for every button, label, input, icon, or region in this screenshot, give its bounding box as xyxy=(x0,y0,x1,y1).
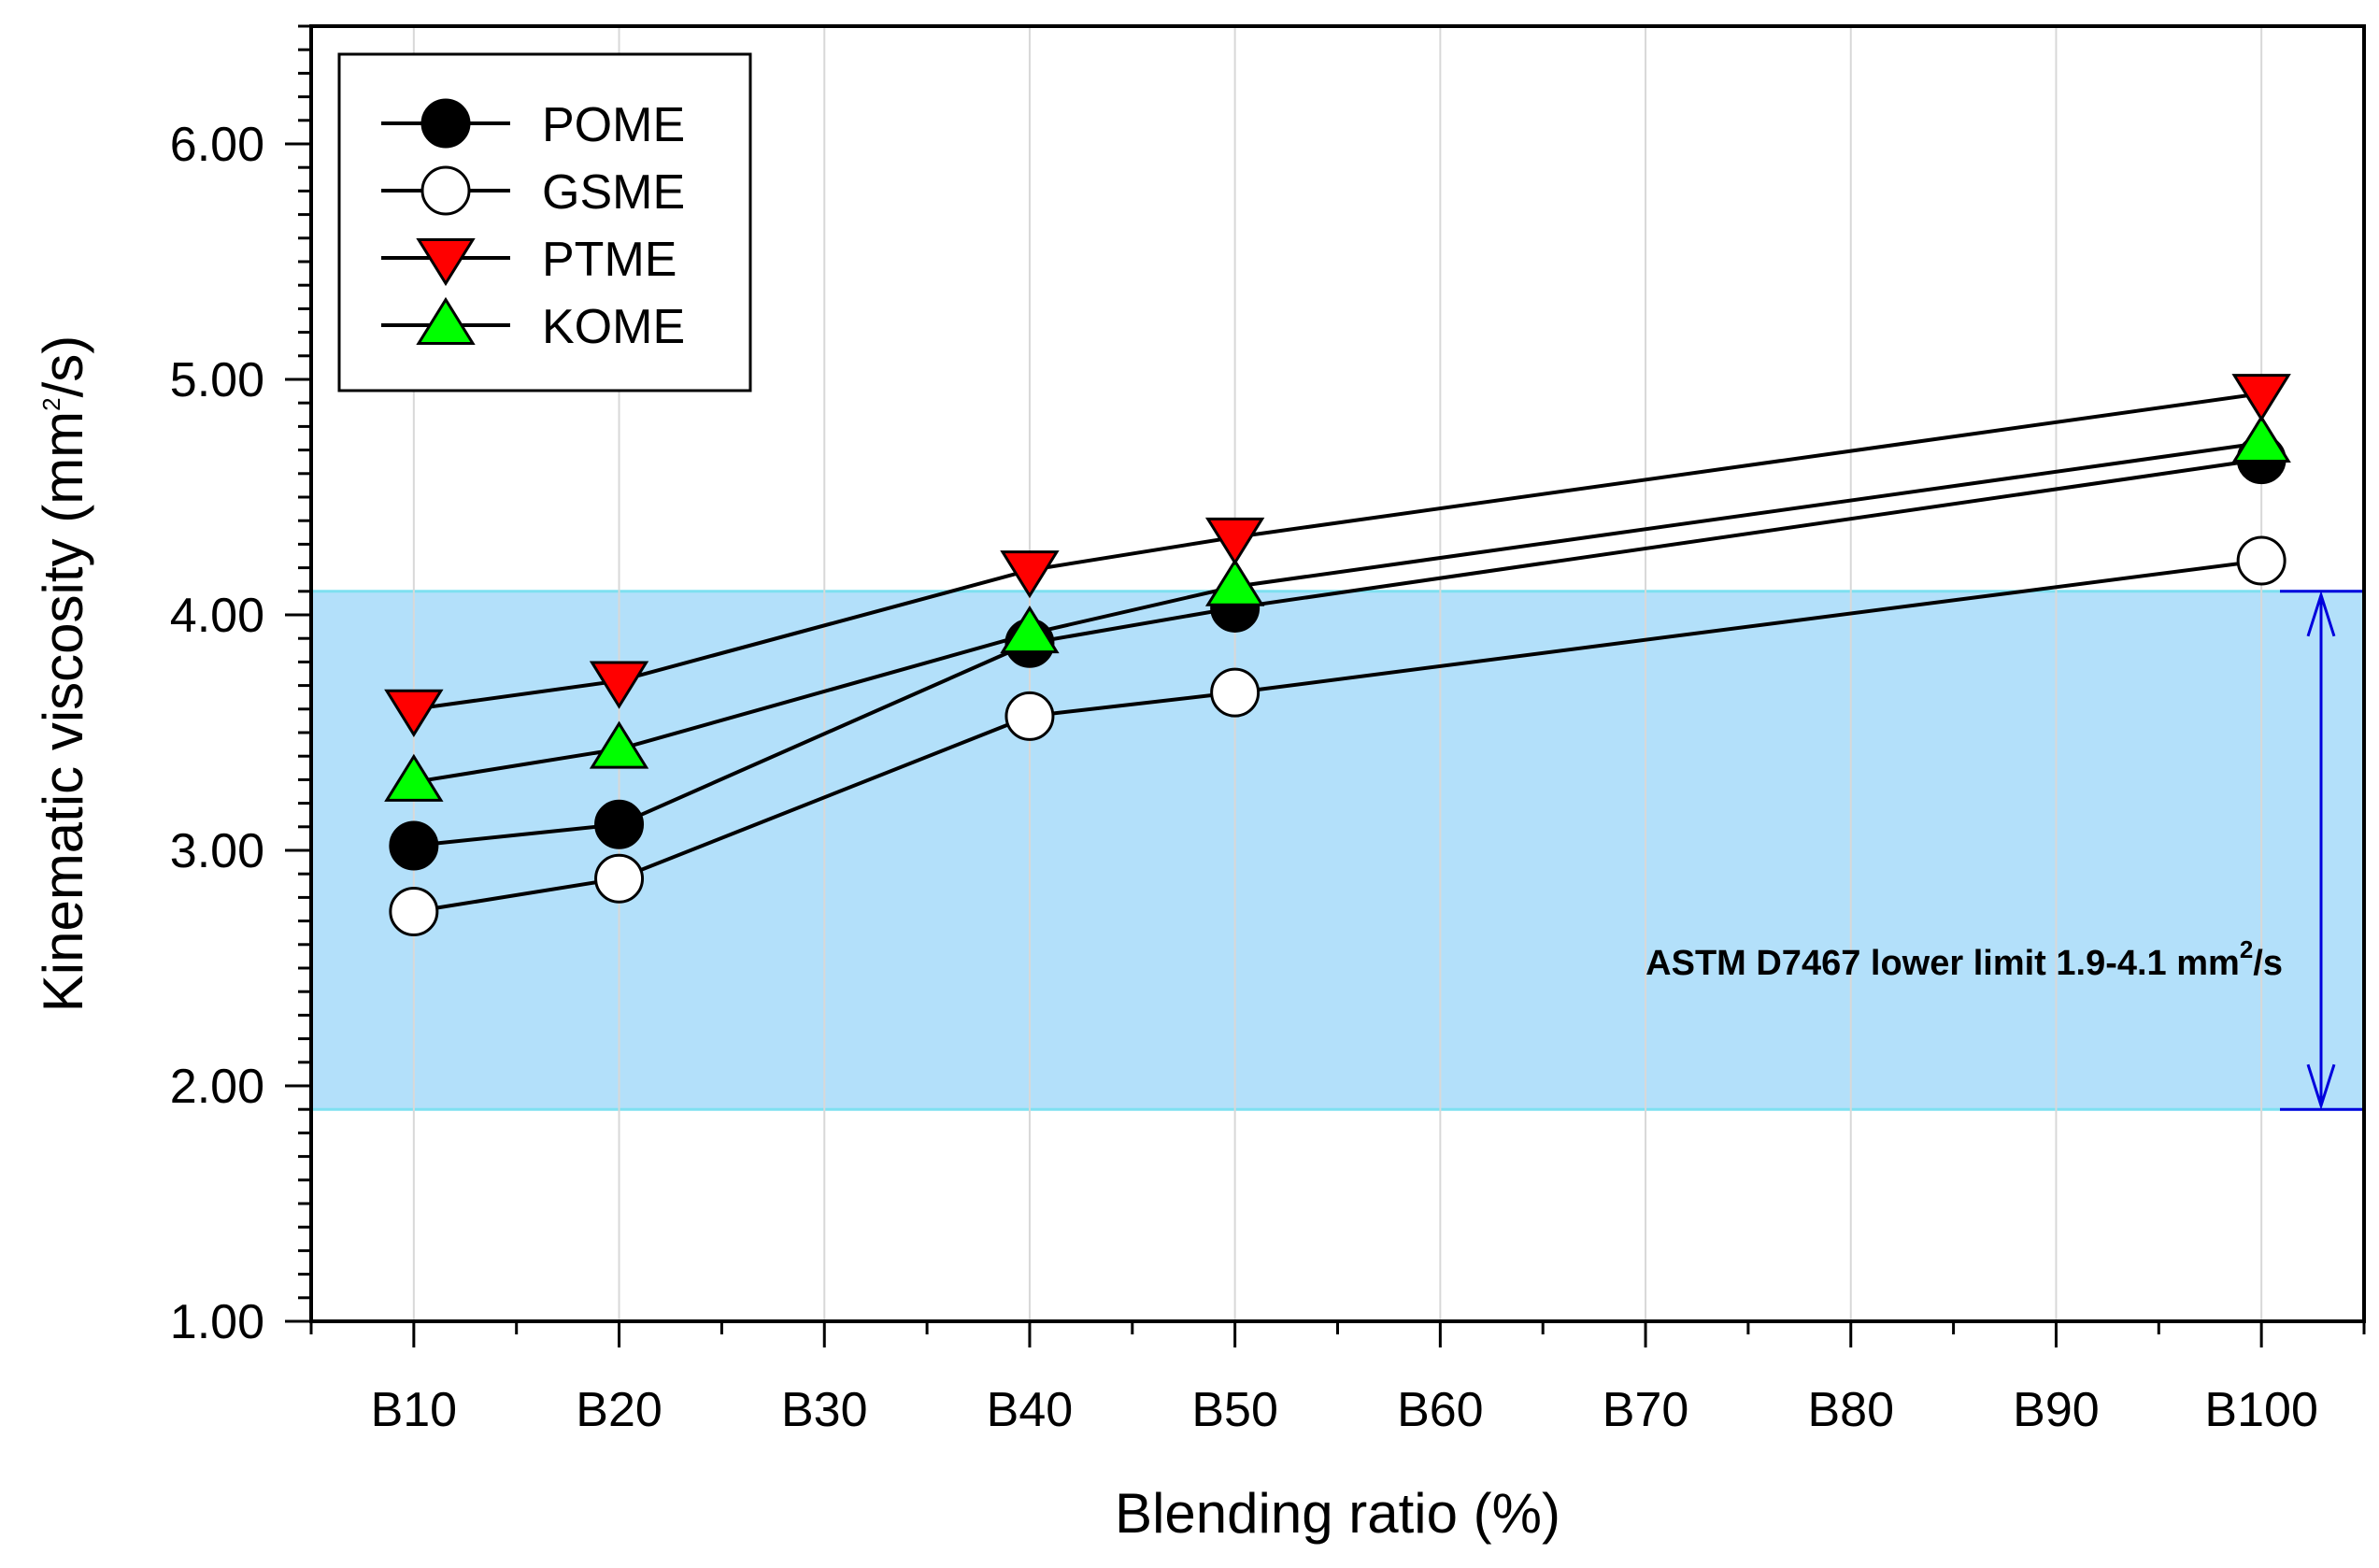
kome-point xyxy=(384,753,444,802)
pome-point xyxy=(594,799,645,849)
legend-marker-ptme xyxy=(416,238,476,287)
y-tick-label: 5.00 xyxy=(170,353,264,407)
legend-marker-pome xyxy=(420,98,471,149)
range-arrow-head-down xyxy=(2306,1063,2336,1111)
kome-point xyxy=(1204,558,1265,606)
y-tick-label: 2.00 xyxy=(170,1060,264,1114)
x-tick-label-b70: B70 xyxy=(1603,1383,1689,1437)
ptme-point xyxy=(1000,550,1060,599)
legend-label-kome: KOME xyxy=(542,300,685,354)
ptme-point xyxy=(384,689,444,737)
legend-label-gsme: GSME xyxy=(542,165,685,220)
x-tick-label-b100: B100 xyxy=(2204,1383,2317,1437)
legend-box xyxy=(337,52,752,392)
ptme-point xyxy=(589,661,649,709)
x-tick-label-b30: B30 xyxy=(781,1383,868,1437)
kome-point xyxy=(2231,414,2291,463)
x-axis-title: Blending ratio (%) xyxy=(1115,1482,1560,1545)
y-tick-label: 4.00 xyxy=(170,589,264,643)
x-tick-label-b40: B40 xyxy=(987,1383,1074,1437)
astm-range-label: ASTM D7467 lower limit 1.9-4.1 mm2/s xyxy=(1645,935,2283,983)
gsme-point xyxy=(2236,535,2286,586)
legend-label-pome: POME xyxy=(542,98,685,152)
x-tick-label-b20: B20 xyxy=(576,1383,662,1437)
legend-marker-kome xyxy=(416,296,476,345)
x-tick-label-b90: B90 xyxy=(2013,1383,2100,1437)
y-tick-label: 3.00 xyxy=(170,824,264,878)
gsme-point xyxy=(389,887,439,937)
pome-point xyxy=(389,820,439,871)
gsme-point xyxy=(1004,691,1055,741)
gsme-point xyxy=(594,853,645,904)
y-axis-title: Kinematic viscosity (mm2/s) xyxy=(32,335,94,1013)
kome-point xyxy=(589,720,649,769)
x-tick-label-b50: B50 xyxy=(1191,1383,1278,1437)
x-tick-label-b10: B10 xyxy=(371,1383,458,1437)
gsme-point xyxy=(1210,667,1261,718)
ptme-point xyxy=(2231,374,2291,422)
kome-point xyxy=(1000,606,1060,654)
range-arrow-head-up xyxy=(2306,590,2336,637)
x-tick-label-b60: B60 xyxy=(1397,1383,1484,1437)
legend-label-ptme: PTME xyxy=(542,233,677,287)
x-tick-label-b80: B80 xyxy=(1807,1383,1894,1437)
legend-marker-gsme xyxy=(420,165,471,216)
y-tick-label: 1.00 xyxy=(170,1295,264,1349)
ptme-point xyxy=(1204,517,1265,565)
y-tick-label: 6.00 xyxy=(170,118,264,172)
